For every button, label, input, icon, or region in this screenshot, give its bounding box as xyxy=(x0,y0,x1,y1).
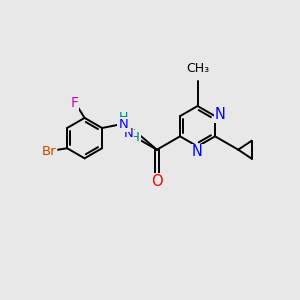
Text: O: O xyxy=(151,174,163,189)
Text: H: H xyxy=(119,111,128,124)
Text: N: N xyxy=(124,127,134,140)
Text: N: N xyxy=(215,107,226,122)
Text: N: N xyxy=(192,144,203,159)
Text: H: H xyxy=(130,130,140,144)
Text: F: F xyxy=(70,96,78,110)
Text: CH₃: CH₃ xyxy=(186,62,209,75)
Text: Br: Br xyxy=(42,145,57,158)
Text: N: N xyxy=(118,118,128,131)
